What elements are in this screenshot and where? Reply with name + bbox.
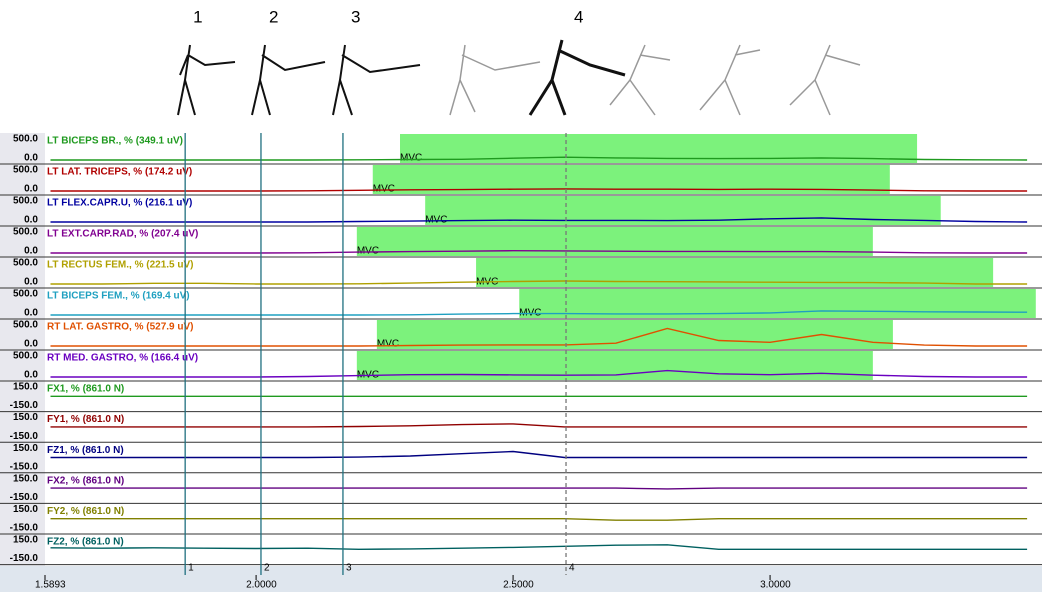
mvc-label: MVC — [357, 246, 379, 257]
mvc-label: MVC — [400, 153, 422, 164]
y-tick-label: -150.0 — [10, 461, 39, 472]
emg-viewer: MVC500.00.0LT BICEPS BR., % (349.1 uV)MV… — [0, 0, 1042, 592]
trace — [51, 519, 1028, 521]
y-tick-label: 150.0 — [13, 443, 38, 454]
y-tick-label: 500.0 — [13, 227, 38, 238]
y-tick-label: 150.0 — [13, 473, 38, 484]
y-tick-label: 0.0 — [24, 184, 38, 195]
y-tick-label: 0.0 — [24, 339, 38, 350]
y-tick-label: 0.0 — [24, 308, 38, 319]
y-tick-label: -150.0 — [10, 400, 39, 411]
x-tick-label: 1.5893 — [35, 580, 66, 591]
mvc-region — [357, 351, 873, 380]
channel-label: FY1, % (861.0 N) — [47, 414, 124, 425]
x-tick-label: 2.5000 — [503, 580, 534, 591]
channel-label: LT EXT.CARP.RAD, % (207.4 uV) — [47, 229, 198, 240]
y-tick-label: -150.0 — [10, 492, 39, 503]
channel-label: FY2, % (861.0 N) — [47, 506, 124, 517]
y-tick-label: 150.0 — [13, 504, 38, 515]
y-tick-label: 500.0 — [13, 165, 38, 176]
channel-label: LT BICEPS BR., % (349.1 uV) — [47, 136, 183, 147]
y-tick-label: 0.0 — [24, 246, 38, 257]
marker-label: 3 — [346, 563, 352, 574]
y-tick-label: 500.0 — [13, 258, 38, 269]
figure-area — [0, 0, 1042, 133]
y-tick-label: -150.0 — [10, 523, 39, 534]
y-tick-label: 500.0 — [13, 134, 38, 145]
y-tick-label: -150.0 — [10, 553, 39, 564]
marker-label: 4 — [569, 563, 575, 574]
channel-label: RT MED. GASTRO, % (166.4 uV) — [47, 353, 198, 364]
x-tick-label: 3.0000 — [760, 580, 791, 591]
channel-label: FZ1, % (861.0 N) — [47, 445, 124, 456]
mvc-label: MVC — [373, 184, 395, 195]
channel-label: LT LAT. TRICEPS, % (174.2 uV) — [47, 167, 192, 178]
y-tick-label: 0.0 — [24, 215, 38, 226]
y-tick-label: -150.0 — [10, 431, 39, 442]
y-tick-label: 150.0 — [13, 382, 38, 393]
marker-label: 1 — [188, 563, 194, 574]
y-tick-label: 500.0 — [13, 289, 38, 300]
channel-label: LT RECTUS FEM., % (221.5 uV) — [47, 260, 194, 271]
trace — [51, 424, 1028, 427]
trace — [51, 452, 1028, 458]
y-tick-label: 500.0 — [13, 351, 38, 362]
y-tick-label: 0.0 — [24, 370, 38, 381]
channel-label: FX2, % (861.0 N) — [47, 475, 124, 486]
channel-label: LT FLEX.CAPR.U, % (216.1 uV) — [47, 198, 192, 209]
y-tick-label: 500.0 — [13, 196, 38, 207]
phase-number: 4 — [574, 7, 583, 26]
channel-label: LT BICEPS FEM., % (169.4 uV) — [47, 291, 190, 302]
channel-label: FX1, % (861.0 N) — [47, 384, 124, 395]
mvc-label: MVC — [377, 339, 399, 350]
trace — [51, 488, 1028, 489]
y-tick-label: 150.0 — [13, 535, 38, 546]
channel-label: FZ2, % (861.0 N) — [47, 537, 124, 548]
x-tick-label: 2.0000 — [246, 580, 277, 591]
phase-number: 3 — [351, 7, 360, 26]
trace — [51, 545, 1028, 550]
phase-number: 1 — [193, 7, 202, 26]
phase-number: 2 — [269, 7, 278, 26]
y-tick-label: 150.0 — [13, 412, 38, 423]
y-tick-label: 500.0 — [13, 320, 38, 331]
marker-label: 2 — [264, 563, 270, 574]
channel-label: RT LAT. GASTRO, % (527.9 uV) — [47, 322, 194, 333]
y-tick-label: 0.0 — [24, 277, 38, 288]
y-tick-label: 0.0 — [24, 153, 38, 164]
